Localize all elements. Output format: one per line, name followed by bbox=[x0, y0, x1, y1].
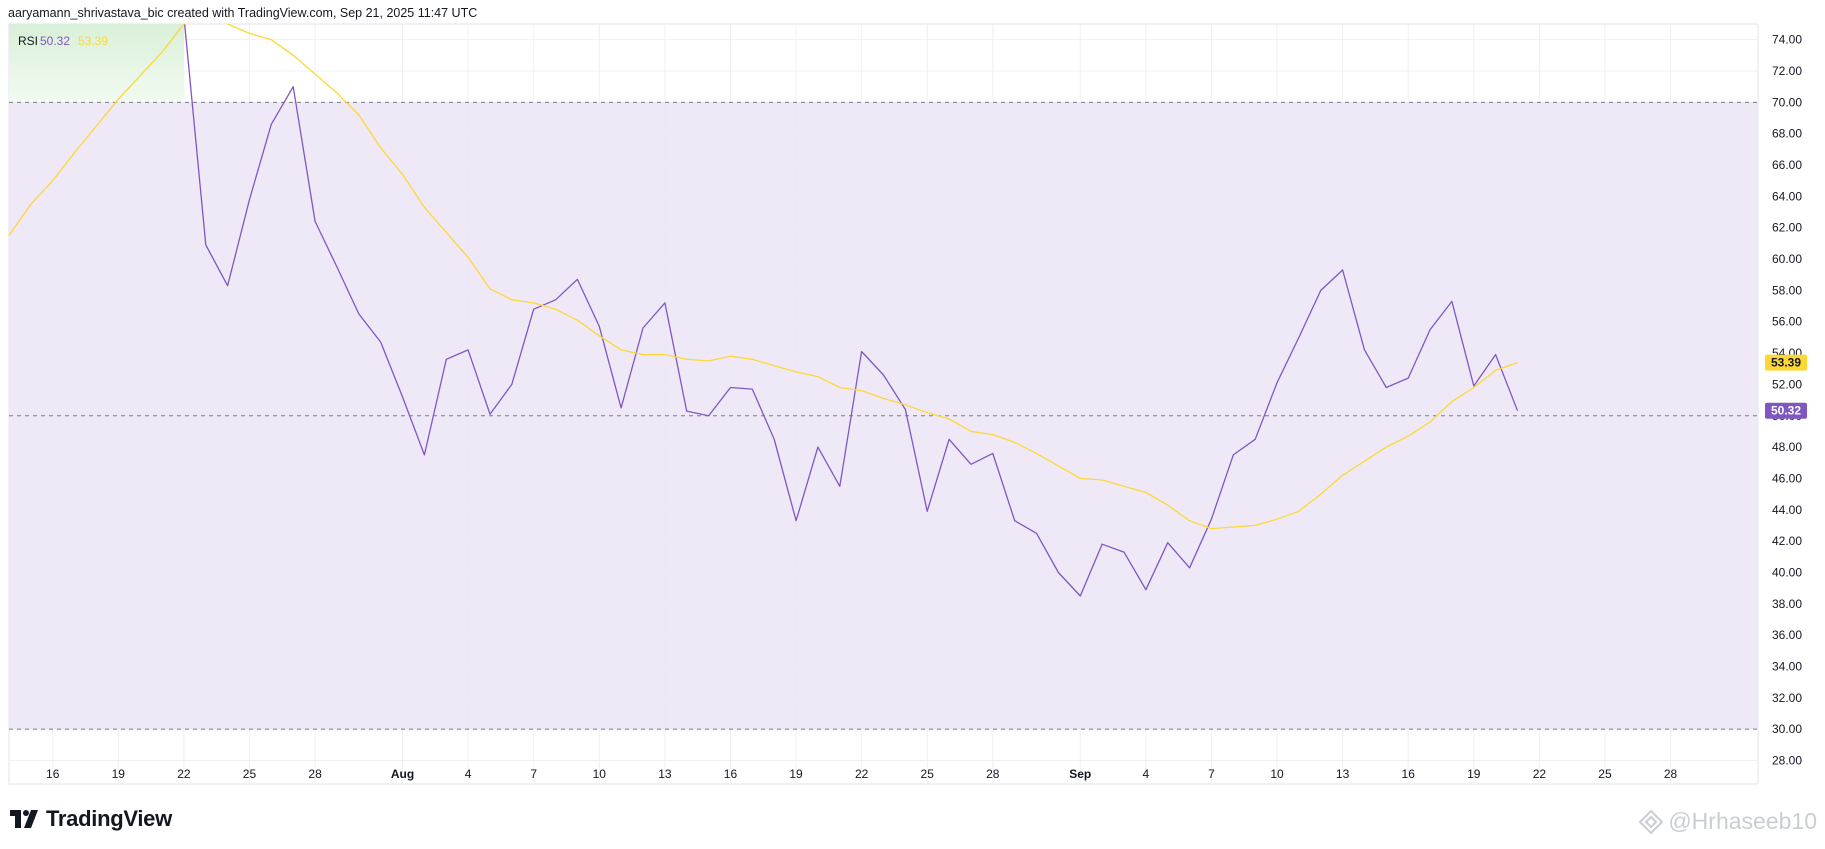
rsi-line bbox=[183, 24, 1519, 597]
x-tick-label: 16 bbox=[724, 767, 738, 781]
x-tick-label: 16 bbox=[46, 767, 60, 781]
x-tick-label: 22 bbox=[177, 767, 191, 781]
x-tick-label: 19 bbox=[1467, 767, 1481, 781]
x-tick-label: 16 bbox=[1402, 767, 1416, 781]
y-tick-label: 64.00 bbox=[1772, 189, 1802, 203]
legend-ma-value: 53.39 bbox=[78, 34, 108, 48]
band-layer bbox=[9, 24, 1758, 730]
x-tick-label: Sep bbox=[1069, 767, 1091, 781]
y-tick-label: 44.00 bbox=[1772, 503, 1802, 517]
x-tick-label: 4 bbox=[1143, 767, 1150, 781]
x-tick-label: 13 bbox=[658, 767, 672, 781]
diamond-logo-icon bbox=[1638, 809, 1664, 834]
rsi-value-badge-bg bbox=[1765, 402, 1807, 419]
legend-rsi-value: 50.32 bbox=[40, 34, 70, 48]
y-tick-label: 56.00 bbox=[1772, 315, 1802, 329]
x-tick-label: 7 bbox=[1208, 767, 1215, 781]
x-tick-label: 10 bbox=[1270, 767, 1284, 781]
last-value-badges: 53.39 50.32 bbox=[1765, 354, 1807, 419]
watermark: @Hrhaseeb10 bbox=[1638, 808, 1817, 835]
x-tick-label: 19 bbox=[112, 767, 126, 781]
ma-value-badge-text: 53.39 bbox=[1771, 356, 1801, 370]
y-tick-label: 42.00 bbox=[1772, 534, 1802, 548]
series-layer bbox=[9, 24, 1519, 597]
x-tick-label: 25 bbox=[243, 767, 257, 781]
x-tick-label: 28 bbox=[986, 767, 1000, 781]
y-tick-label: 36.00 bbox=[1772, 628, 1802, 642]
x-tick-label: Aug bbox=[391, 767, 414, 781]
y-tick-label: 70.00 bbox=[1772, 95, 1802, 109]
time-scale[interactable]: 16 19 22 25 28 Aug 4 7 10 13 16 19 22 25 28 Sep 4 7 10 13 16… bbox=[46, 767, 1677, 781]
x-tick-label: 28 bbox=[1664, 767, 1678, 781]
y-tick-label: 46.00 bbox=[1772, 471, 1802, 485]
y-tick-label: 40.00 bbox=[1772, 565, 1802, 579]
x-tick-label: 19 bbox=[789, 767, 803, 781]
y-tick-label: 32.00 bbox=[1772, 691, 1802, 705]
brand-name: TradingView bbox=[46, 806, 172, 831]
price-scale[interactable]: 28.00 30.00 32.00 34.00 36.00 38.00 40.00 42.00… bbox=[1772, 33, 1802, 768]
overbought-fill bbox=[9, 24, 184, 103]
rsi-ma-line bbox=[9, 24, 1518, 530]
x-tick-label: 25 bbox=[1598, 767, 1612, 781]
x-tick-label: 28 bbox=[308, 767, 322, 781]
x-tick-label: 10 bbox=[593, 767, 607, 781]
x-tick-label: 4 bbox=[465, 767, 472, 781]
y-tick-label: 72.00 bbox=[1772, 64, 1802, 78]
y-tick-label: 34.00 bbox=[1772, 659, 1802, 673]
x-tick-label: 7 bbox=[530, 767, 537, 781]
y-tick-label: 58.00 bbox=[1772, 283, 1802, 297]
ma-value-badge: 53.39 bbox=[1765, 354, 1807, 371]
watermark-text: @Hrhaseeb10 bbox=[1668, 808, 1817, 834]
legend-name: RSI bbox=[18, 34, 38, 48]
rsi-value-badge-text: 50.32 bbox=[1771, 404, 1801, 418]
chart-header: aaryamann_shrivastava_bic created with T… bbox=[8, 6, 478, 20]
y-tick-label: 74.00 bbox=[1772, 33, 1802, 47]
y-tick-label: 28.00 bbox=[1772, 753, 1802, 767]
x-tick-label: 22 bbox=[855, 767, 869, 781]
y-tick-label: 48.00 bbox=[1772, 440, 1802, 454]
indicator-legend[interactable]: RSI 50.32 53.39 bbox=[18, 34, 108, 48]
y-tick-label: 66.00 bbox=[1772, 158, 1802, 172]
y-tick-label: 52.00 bbox=[1772, 377, 1802, 391]
tradingview-logo[interactable]: TradingView bbox=[10, 806, 172, 832]
x-tick-label: 13 bbox=[1336, 767, 1350, 781]
tradingview-logo-icon bbox=[10, 810, 38, 828]
x-tick-label: 22 bbox=[1533, 767, 1547, 781]
ma-value-badge-bg bbox=[1765, 354, 1807, 371]
y-tick-label: 68.00 bbox=[1772, 127, 1802, 141]
x-tick-label: 25 bbox=[921, 767, 935, 781]
y-tick-label: 60.00 bbox=[1772, 252, 1802, 266]
rsi-value-badge: 50.32 bbox=[1765, 402, 1807, 419]
y-tick-label: 30.00 bbox=[1772, 722, 1802, 736]
y-tick-label: 38.00 bbox=[1772, 597, 1802, 611]
y-tick-label: 62.00 bbox=[1772, 221, 1802, 235]
